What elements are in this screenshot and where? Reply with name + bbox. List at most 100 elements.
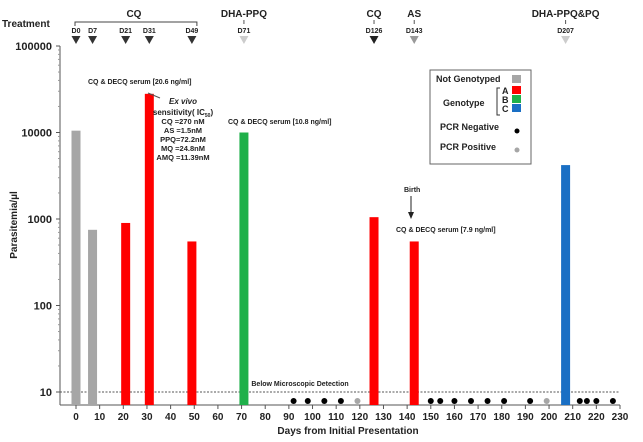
treatment-name: DHA-PPQ	[221, 9, 267, 20]
legend-swatch-b	[512, 95, 521, 103]
treatment-triangle-icon	[121, 36, 131, 44]
treatment-triangle-icon	[187, 36, 197, 44]
exvivo-value: MQ =24.8nM	[161, 144, 205, 153]
treatment-triangle-icon	[369, 36, 379, 44]
treatment-triangle-icon	[144, 36, 154, 44]
x-tick-label: 150	[422, 412, 439, 423]
x-tick-label: 60	[212, 412, 224, 423]
pcr-negative-point	[576, 398, 583, 404]
bar-day-143	[409, 241, 419, 405]
x-tick-label: 200	[541, 412, 558, 423]
detection-line-label: Below Microscopic Detection	[251, 381, 348, 388]
x-tick-label: 30	[141, 412, 153, 423]
treatment-triangle-icon	[409, 36, 419, 44]
x-tick-label: 40	[165, 412, 177, 423]
pcr-negative-point	[583, 398, 590, 404]
treatment-day-label: D0	[72, 28, 81, 35]
birth-arrow-icon	[408, 212, 414, 219]
bar-day-71	[239, 132, 249, 405]
treatment-label: Treatment	[2, 19, 50, 30]
treatment-day-label: D7	[88, 28, 97, 35]
x-tick-label: 110	[328, 412, 345, 423]
x-tick-label: 160	[446, 412, 463, 423]
x-tick-label: 220	[588, 412, 605, 423]
x-tick-label: 50	[189, 412, 201, 423]
treatment-name: AS	[407, 9, 421, 20]
pcr-negative-point	[484, 398, 491, 404]
bar-day-31	[144, 93, 154, 405]
birth-label: Birth	[404, 187, 420, 194]
x-tick-label: 80	[260, 412, 272, 423]
legend-genotype: Genotype	[443, 98, 485, 108]
treatment-day-label: D31	[143, 28, 156, 35]
x-tick-label: 120	[351, 412, 368, 423]
bar-day-0	[71, 130, 81, 406]
x-axis-label: Days from Initial Presentation	[277, 426, 418, 437]
treatment-name: CQ	[126, 9, 141, 20]
legend-pcr-positive: PCR Positive	[440, 142, 496, 152]
legend-box	[429, 69, 532, 165]
exvivo-subtitle: sensitivity( IC50)	[153, 108, 214, 119]
pcr-negative-point	[593, 398, 600, 404]
legend-not-genotyped: Not Genotyped	[436, 74, 501, 84]
pcr-negative-point	[337, 398, 344, 404]
pcr-negative-point	[527, 398, 534, 404]
treatment-triangle-icon	[561, 36, 571, 44]
y-tick-label: 1000	[28, 214, 52, 226]
legend-pcr-positive-dot	[514, 147, 520, 153]
treatment-triangle-icon	[239, 36, 249, 44]
exvivo-value: AS =1.5nM	[164, 126, 202, 135]
treatment-day-label: D207	[557, 28, 574, 35]
treatment-day-label: D143	[406, 28, 423, 35]
bar-day-207	[561, 165, 571, 405]
x-tick-label: 10	[94, 412, 106, 423]
exvivo-value: CQ =270 nM	[161, 117, 204, 126]
legend-pcr-negative-dot	[514, 128, 520, 134]
legend-swatch-c	[512, 104, 521, 112]
treatment-triangle-icon	[71, 36, 81, 44]
y-tick-label: 100	[34, 301, 52, 313]
pcr-negative-point	[304, 398, 311, 404]
treatment-triangle-icon	[88, 36, 98, 44]
pcr-negative-point	[321, 398, 328, 404]
legend-genotype-bracket	[496, 87, 500, 116]
y-tick-label: 10000	[21, 128, 52, 140]
legend-genotype-c: C	[502, 104, 509, 114]
y-tick-label: 10	[40, 387, 52, 399]
legend-swatch-not-genotyped	[512, 75, 521, 83]
pcr-positive-point	[354, 398, 361, 404]
serum-annotation-1: CQ & DECQ serum [20.6 ng/ml]	[88, 79, 191, 86]
pcr-negative-point	[451, 398, 458, 404]
legend-pcr-negative: PCR Negative	[440, 122, 499, 132]
pcr-positive-point	[543, 398, 550, 404]
x-tick-label: 180	[493, 412, 510, 423]
pcr-negative-point	[437, 398, 444, 404]
legend-genotype-b: B	[502, 95, 509, 105]
pcr-negative-point	[609, 398, 616, 404]
y-tick-label: 100000	[15, 41, 52, 53]
x-tick-label: 210	[564, 412, 581, 423]
treatment-name: DHA-PPQ&PQ	[532, 9, 600, 20]
serum-annotation-2: CQ & DECQ serum [10.8 ng/ml]	[228, 119, 331, 126]
treatment-day-label: D21	[119, 28, 132, 35]
y-axis-label: Parasitemia/µl	[9, 191, 20, 259]
bar-day-49	[187, 241, 197, 405]
x-tick-label: 100	[304, 412, 321, 423]
pcr-negative-point	[290, 398, 297, 404]
treatment-bracket	[74, 21, 198, 26]
exvivo-pointer	[147, 92, 161, 99]
x-tick-label: 140	[399, 412, 416, 423]
treatment-name: CQ	[367, 9, 382, 20]
x-tick-label: 170	[470, 412, 487, 423]
exvivo-paren: )	[210, 108, 213, 117]
pcr-negative-point	[427, 398, 434, 404]
x-tick-label: 190	[517, 412, 534, 423]
pcr-negative-point	[467, 398, 474, 404]
x-tick-label: 230	[612, 412, 629, 423]
bar-day-7	[88, 229, 98, 405]
legend-swatch-a	[512, 86, 521, 94]
serum-annotation-3: CQ & DECQ serum [7.9 ng/ml]	[396, 227, 496, 234]
bar-day-126	[369, 217, 379, 405]
ic50-subscript: 50	[205, 113, 211, 119]
